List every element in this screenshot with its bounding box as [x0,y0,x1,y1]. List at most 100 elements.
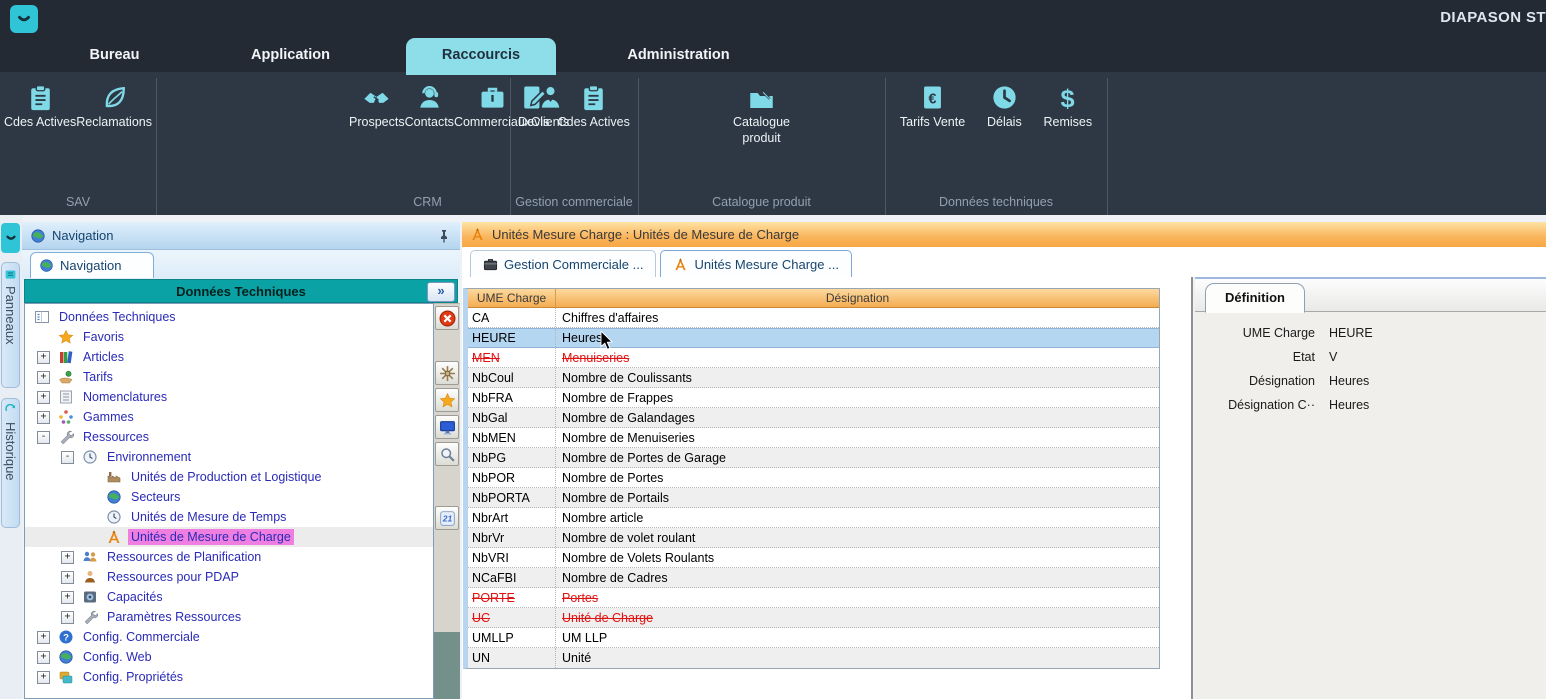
cell-designation: Portes [556,591,1159,605]
table-row-umllp[interactable]: UMLLPUM LLP [468,628,1159,648]
ribbon-group-items: Catalogue produit [638,78,885,146]
favorites-button[interactable] [435,388,459,412]
search-button[interactable] [435,442,459,466]
column-header-designation[interactable]: Désignation [556,289,1159,308]
ribbon-button-devis[interactable]: Devis [518,84,549,131]
pin-icon[interactable] [436,228,452,244]
collapse-icon[interactable]: - [61,451,74,464]
ribbon-button-cdes-actives[interactable]: Cdes Actives [558,84,630,131]
ribbon-button-catalogue-produit[interactable]: Catalogue produit [733,84,790,146]
expand-icon[interactable]: + [37,631,50,644]
cell-designation: Nombre de Coulissants [556,371,1159,385]
ribbon-tab-application[interactable]: Application [228,38,353,72]
expand-icon[interactable]: + [37,671,50,684]
table-row-nbrart[interactable]: NbrArtNombre article [468,508,1159,528]
tree-item-tarifs[interactable]: +Tarifs [25,367,433,387]
table-row-nbporta[interactable]: NbPORTANombre de Portails [468,488,1159,508]
expand-icon[interactable]: + [61,551,74,564]
expand-icon[interactable]: + [61,611,74,624]
document-tab-gestion-commerciale[interactable]: Gestion Commerciale ... [470,250,656,277]
ribbon-button-reclamations[interactable]: Reclamations [76,84,152,131]
ribbon-button-cdes-actives[interactable]: Cdes Actives [4,84,76,131]
cell-designation: Unité [556,651,1159,665]
expand-icon[interactable]: + [37,371,50,384]
dock-tab-panneaux[interactable]: Panneaux [1,262,20,388]
table-row-ca[interactable]: CAChiffres d'affaires [468,308,1159,328]
ribbon-group-label: Données techniques [885,195,1107,209]
tree-item-unit-s-de-mesure-de-charge[interactable]: Unités de Mesure de Charge [25,527,433,547]
ribbon-button-prospects[interactable]: Prospects [349,84,405,131]
tree-item-capacit-s[interactable]: + Capacités [25,587,433,607]
tree-item-favoris[interactable]: Favoris [25,327,433,347]
delete-button[interactable] [435,306,459,330]
table-row-heure[interactable]: HEUREHeures [468,328,1159,348]
ribbon-button-tarifs-vente[interactable]: €Tarifs Vente [900,84,965,131]
tree-item-nomenclatures[interactable]: +Nomenclatures [25,387,433,407]
ribbon-group-items: ProspectsContactsCommerciauxClients [345,78,510,131]
clock-tree-icon [106,509,122,525]
tree-item-ressources-de-planification[interactable]: +Ressources de Planification [25,547,433,567]
table-row-un[interactable]: UNUnité [468,648,1159,668]
table-row-nbcoul[interactable]: NbCoulNombre de Coulissants [468,368,1159,388]
ribbon-tab-raccourcis[interactable]: Raccourcis [406,38,556,72]
tree-item-gammes[interactable]: +Gammes [25,407,433,427]
expand-panel-button[interactable]: » [427,282,455,302]
ribbon-button-remises[interactable]: $Remises [1043,84,1092,131]
expand-icon[interactable]: + [37,391,50,404]
ribbon-group-gestion-commerciale: DevisCdes ActivesGestion commerciale [510,78,639,215]
cell-ume-charge: NbrVr [468,528,556,547]
table-row-ncafbi[interactable]: NCaFBINombre de Cadres [468,568,1159,588]
tree-item-unit-s-de-mesure-de-temps[interactable]: Unités de Mesure de Temps [25,507,433,527]
panels-icon [4,268,17,281]
compass-icon [673,257,688,272]
dock-collapse-button[interactable] [1,223,20,253]
tree-item-label: Unités de Mesure de Charge [128,529,294,545]
ribbon-group-items: Devis Cdes Actives [510,78,638,131]
table-row-uc[interactable]: UCUnité de Charge [468,608,1159,628]
table-row-nbmen[interactable]: NbMENNombre de Menuiseries [468,428,1159,448]
table-row-nbpg[interactable]: NbPGNombre de Portes de Garage [468,448,1159,468]
dock-tab-historique[interactable]: Historique [1,398,20,528]
table-row-nbvri[interactable]: NbVRINombre de Volets Roulants [468,548,1159,568]
table-row-nbgal[interactable]: NbGalNombre de Galandages [468,408,1159,428]
tab-definition[interactable]: Définition [1205,283,1305,313]
tree-item-unit-s-de-production-et-logistique[interactable]: Unités de Production et Logistique [25,467,433,487]
cell-ume-charge: HEURE [468,329,556,347]
tree-item-label: Capacités [104,589,166,605]
table-row-porte[interactable]: PORTEPortes [468,588,1159,608]
tree-item-ressources[interactable]: -Ressources [25,427,433,447]
tree-item-config-web[interactable]: +Config. Web [25,647,433,667]
app-menu-button[interactable] [10,5,38,33]
table-row-nbfra[interactable]: NbFRANombre de Frappes [468,388,1159,408]
calendar-button[interactable]: 21 [435,506,459,530]
expand-icon[interactable]: + [37,411,50,424]
tree-item-environnement[interactable]: -Environnement [25,447,433,467]
ribbon-tab-administration[interactable]: Administration [606,38,751,72]
tree-item-config-propri-t-s[interactable]: +Config. Propriétés [25,667,433,687]
expand-icon[interactable]: + [37,351,50,364]
ribbon-button-d-lais[interactable]: Délais [987,84,1022,131]
ribbon-tab-bureau[interactable]: Bureau [62,38,167,72]
table-row-nbpor[interactable]: NbPORNombre de Portes [468,468,1159,488]
cell-designation: Nombre de Portes de Garage [556,451,1159,465]
table-row-men[interactable]: MENMenuiseries [468,348,1159,368]
tree-item-config-commerciale[interactable]: +?Config. Commerciale [25,627,433,647]
document-tab-unit-s-mesure-charge[interactable]: Unités Mesure Charge ... [660,250,852,277]
handshake-icon [363,84,390,111]
expand-icon[interactable]: + [61,591,74,604]
tree-item-ressources-pour-pdap[interactable]: +Ressources pour PDAP [25,567,433,587]
ribbon-button-contacts[interactable]: Contacts [405,84,454,131]
column-header-ume-charge[interactable]: UME Charge [468,289,556,308]
tree-item-articles[interactable]: +Articles [25,347,433,367]
navigate-button[interactable] [435,361,459,385]
expand-icon[interactable]: + [37,651,50,664]
tree-item-secteurs[interactable]: Secteurs [25,487,433,507]
collapse-icon[interactable]: - [37,431,50,444]
tree-item-donn-es-techniques[interactable]: Données Techniques [25,307,433,327]
screen-button[interactable] [435,415,459,439]
document-title: Unités Mesure Charge : Unités de Mesure … [492,227,799,242]
table-row-nbrvr[interactable]: NbrVrNombre de volet roulant [468,528,1159,548]
tree-item-param-tres-ressources[interactable]: +Paramètres Ressources [25,607,433,627]
tab-navigation[interactable]: Navigation [30,252,154,278]
expand-icon[interactable]: + [61,571,74,584]
